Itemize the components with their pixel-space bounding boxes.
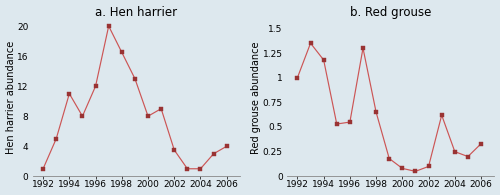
Title: a. Hen harrier: a. Hen harrier (95, 5, 178, 19)
Y-axis label: Red grouse abundance: Red grouse abundance (251, 41, 261, 154)
Y-axis label: Hen harrier abundance: Hen harrier abundance (6, 41, 16, 154)
Title: b. Red grouse: b. Red grouse (350, 5, 431, 19)
